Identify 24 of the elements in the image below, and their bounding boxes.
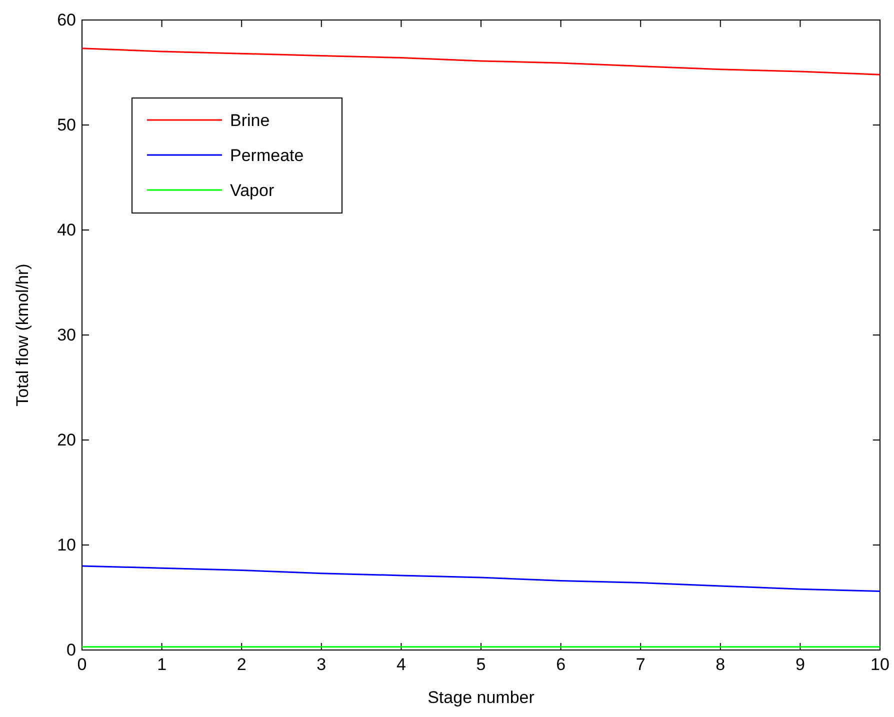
line-series xyxy=(81,565,881,592)
line-series xyxy=(81,48,881,76)
y-tick-label: 10 xyxy=(57,535,76,554)
x-tick-label: 7 xyxy=(636,655,646,674)
x-tick-label: 8 xyxy=(716,655,726,674)
y-tick-label: 0 xyxy=(66,640,76,660)
y-tick-label: 50 xyxy=(57,115,76,134)
x-tick-label: 2 xyxy=(236,655,246,674)
x-tick-label: 4 xyxy=(396,655,406,674)
legend-label: Vapor xyxy=(230,181,274,200)
x-tick-label: 3 xyxy=(316,655,326,674)
legend-label: Permeate xyxy=(230,146,304,165)
x-axis-title: Stage number xyxy=(428,688,535,707)
x-tick-label: 10 xyxy=(870,655,890,674)
y-tick-label: 30 xyxy=(57,325,76,344)
y-tick-label: 60 xyxy=(57,10,76,30)
y-tick-label: 40 xyxy=(57,220,76,240)
y-tick-label: 20 xyxy=(57,430,76,450)
x-tick-label: 9 xyxy=(795,655,805,674)
x-tick-label: 5 xyxy=(476,655,486,674)
legend-label: Brine xyxy=(230,111,270,130)
y-axis-title: Total flow (kmol/hr) xyxy=(13,264,32,406)
x-tick-label: 1 xyxy=(157,655,167,674)
x-tick-label: 6 xyxy=(556,655,566,674)
